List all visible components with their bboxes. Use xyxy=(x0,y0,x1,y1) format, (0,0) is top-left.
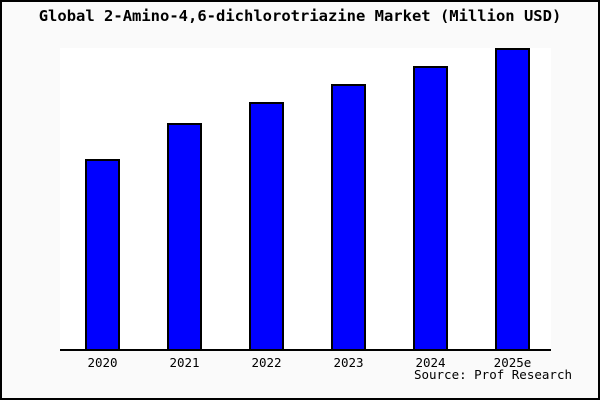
x-tick-label-2025e: 2025e xyxy=(493,355,532,370)
bar-2021 xyxy=(167,123,202,349)
x-tick-label-2020: 2020 xyxy=(87,355,118,370)
x-axis-labels: 2020 2021 2022 2023 2024 2025e xyxy=(0,355,600,371)
bar-2024 xyxy=(413,66,448,349)
x-tick-label-2021: 2021 xyxy=(169,355,200,370)
x-tick-label-2024: 2024 xyxy=(415,355,446,370)
chart-title: Global 2-Amino-4,6-dichlorotriazine Mark… xyxy=(38,7,562,25)
bar-2023 xyxy=(331,84,366,349)
x-tick-label-2022: 2022 xyxy=(251,355,282,370)
source-credit: Source: Prof Research xyxy=(413,367,572,382)
x-tick-label-2023: 2023 xyxy=(333,355,364,370)
bar-2025e xyxy=(495,48,530,349)
bar-2022 xyxy=(249,102,284,349)
plot-area xyxy=(60,48,551,351)
bar-2020 xyxy=(85,159,120,349)
